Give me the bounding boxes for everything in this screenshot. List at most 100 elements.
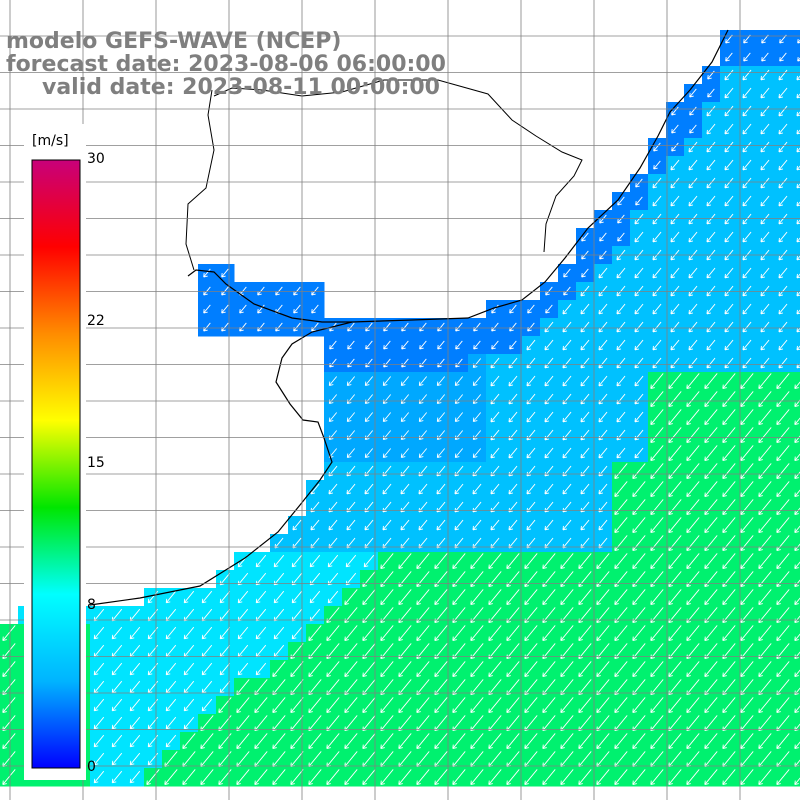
wind-arrow (237, 662, 249, 676)
wind-arrow (344, 769, 358, 786)
wind-arrow (254, 733, 268, 750)
wind-arrow (418, 412, 428, 422)
wind-arrow (542, 589, 556, 606)
wind-arrow (688, 231, 698, 243)
wind-arrow (742, 285, 752, 297)
wind-arrow (668, 517, 682, 534)
wind-arrow (596, 733, 610, 750)
wind-arrow (544, 321, 554, 333)
wind-arrow (634, 213, 644, 225)
wind-arrow (219, 572, 231, 586)
wind-arrow (794, 687, 800, 696)
wind-arrow (560, 589, 574, 606)
wind-arrow (794, 597, 800, 606)
wind-arrow (490, 411, 500, 423)
wind-arrow (165, 716, 177, 730)
wind-arrow (182, 733, 196, 750)
wind-arrow (2, 733, 16, 750)
wind-arrow (776, 553, 790, 570)
wind-arrow (183, 626, 195, 640)
wind-arrow (742, 213, 752, 225)
wind-arrow (722, 391, 736, 408)
wind-arrow (742, 159, 752, 171)
wind-arrow (704, 679, 718, 696)
wind-arrow (686, 463, 700, 480)
wind-arrow (344, 679, 358, 696)
wind-arrow (704, 661, 718, 678)
wind-arrow (616, 375, 626, 387)
wind-arrow (704, 463, 718, 480)
wind-arrow (382, 483, 392, 495)
wind-arrow (632, 517, 646, 534)
wind-arrow (183, 590, 195, 604)
wind-arrow (364, 483, 374, 495)
wind-arrow (650, 517, 664, 534)
wind-cell (792, 48, 800, 67)
wind-arrow (686, 481, 700, 498)
wind-arrow (436, 376, 446, 386)
wind-arrow (796, 345, 800, 351)
wind-arrow (578, 625, 592, 642)
wind-arrow (400, 394, 410, 404)
wind-arrow (490, 519, 500, 531)
wind-arrow (434, 553, 448, 570)
wind-arrow (362, 661, 376, 678)
wind-arrow (344, 697, 358, 714)
wind-cell (792, 390, 800, 409)
wind-arrow (544, 447, 554, 459)
wind-arrow (365, 340, 373, 350)
wind-arrow (724, 321, 734, 333)
wind-cell (792, 408, 800, 427)
wind-arrow (201, 698, 213, 712)
wind-arrow (616, 447, 626, 459)
wind-arrow (740, 661, 754, 678)
wind-arrow (129, 698, 141, 712)
wind-arrow (146, 769, 160, 786)
wind-arrow (596, 589, 610, 606)
wind-arrow (542, 553, 556, 570)
wind-arrow (221, 268, 229, 278)
wind-arrow (201, 590, 213, 604)
wind-arrow (796, 219, 800, 225)
wind-arrow (650, 445, 664, 462)
wind-arrow (183, 698, 195, 712)
wind-arrow (345, 554, 357, 568)
wind-arrow (418, 394, 428, 404)
wind-arrow (740, 733, 754, 750)
wind-arrow (272, 769, 286, 786)
wind-arrow (686, 625, 700, 642)
wind-arrow (724, 123, 734, 135)
wind-arrow (506, 625, 520, 642)
wind-cell (792, 498, 800, 517)
wind-arrow (562, 375, 572, 387)
wind-arrow (794, 525, 800, 534)
wind-arrow (778, 141, 788, 153)
wind-arrow (436, 412, 446, 422)
wind-arrow (670, 213, 680, 225)
wind-arrow (634, 429, 644, 441)
wind-arrow (632, 697, 646, 714)
wind-arrow (344, 661, 358, 678)
wind-arrow (614, 679, 628, 696)
wind-arrow (508, 375, 518, 387)
wind-arrow (454, 448, 464, 458)
wind-arrow (344, 589, 358, 606)
wind-arrow (580, 285, 590, 297)
legend-tick-label: 0 (87, 759, 96, 775)
wind-arrow (722, 445, 736, 462)
wind-arrow (796, 165, 800, 171)
wind-arrow (364, 376, 374, 386)
wind-arrow (668, 553, 682, 570)
wind-arrow (310, 519, 320, 531)
wind-arrow (722, 625, 736, 642)
wind-arrow (778, 285, 788, 297)
wind-arrow (272, 679, 286, 696)
wind-arrow (398, 733, 412, 750)
wind-arrow (722, 553, 736, 570)
wind-arrow (794, 777, 800, 786)
wind-arrow (706, 303, 716, 315)
wind-arrow (473, 340, 481, 350)
wind-arrow (380, 733, 394, 750)
wind-arrow (452, 553, 466, 570)
wind-arrow (616, 267, 626, 279)
